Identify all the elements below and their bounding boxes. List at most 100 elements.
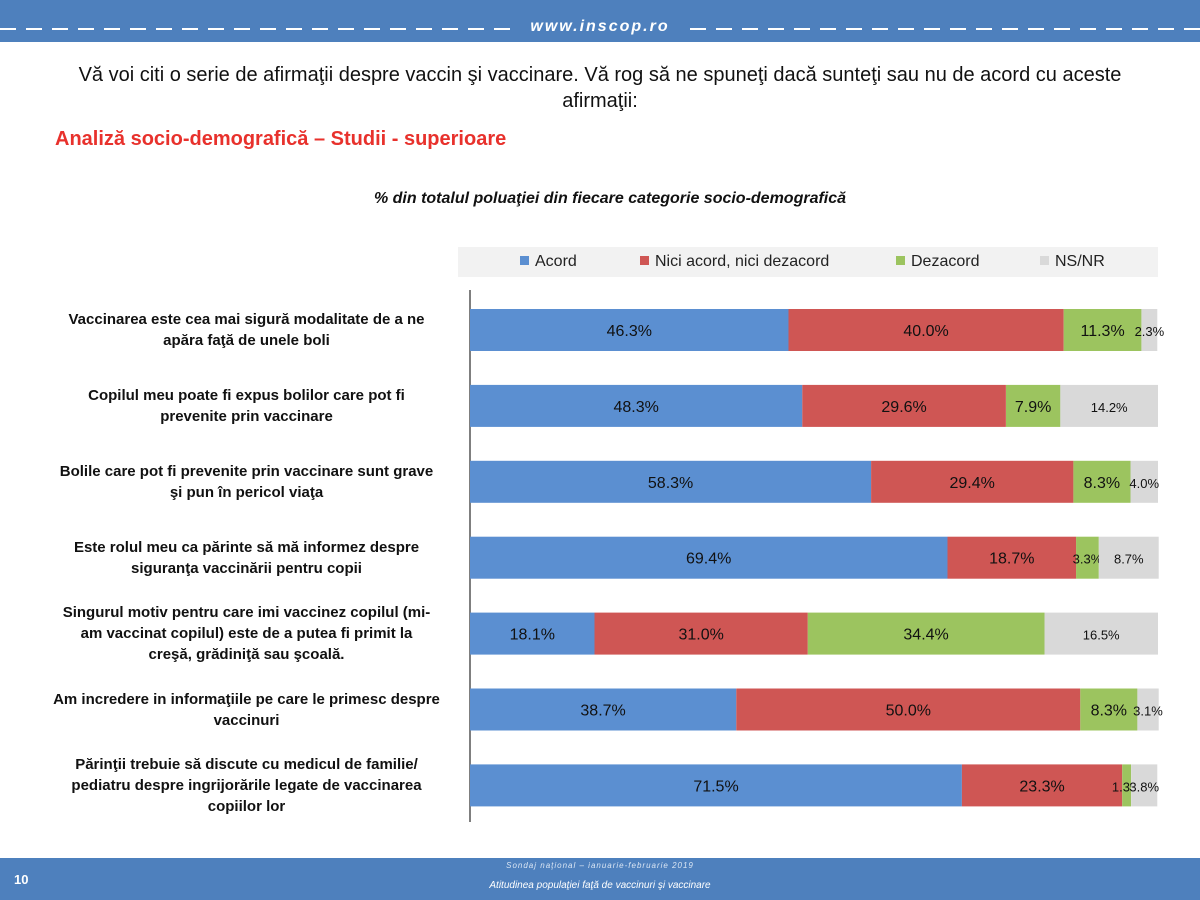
category-label-line: şi pun în pericol viaţa — [169, 483, 324, 501]
legend-swatch — [896, 256, 905, 265]
category-label: Bolile care pot fi prevenite prin vaccin… — [40, 461, 453, 503]
category-label-line: Bolile care pot fi prevenite prin vaccin… — [59, 462, 434, 480]
category-label-line: copiilor lor — [207, 797, 286, 815]
legend-label: Dezacord — [911, 253, 980, 270]
page-number: 10 — [14, 872, 29, 887]
bar-segment — [470, 688, 737, 731]
data-label: 48.3% — [614, 399, 659, 416]
bar-segment — [736, 688, 1081, 731]
legend-item-acord: Acord — [520, 253, 577, 271]
bar-segment — [1098, 536, 1159, 579]
data-label: 34.4% — [903, 627, 948, 644]
category-label-line: Copilul meu poate fi expus bolilor care … — [88, 386, 405, 404]
bar-segment — [1131, 764, 1158, 807]
bar-segment — [1141, 309, 1158, 351]
bar-segment — [470, 612, 595, 655]
category-label-line: pediatru despre ingrijorările legate de … — [71, 776, 422, 794]
bar-segment — [470, 460, 872, 503]
legend-label: NS/NR — [1055, 253, 1105, 270]
bar-segment — [470, 764, 962, 807]
bar-segment — [961, 764, 1123, 807]
footer-topic: Atitudinea populaţiei faţă de vaccinuri … — [489, 880, 711, 891]
chart-legend: Acord Nici acord, nici dezacord Dezacord… — [458, 247, 1158, 277]
data-label: 58.3% — [648, 475, 693, 492]
legend-label: Nici acord, nici dezacord — [655, 253, 830, 270]
data-label: 38.7% — [580, 703, 625, 720]
header-url: www.inscop.ro — [530, 18, 670, 35]
legend-swatch — [1040, 256, 1049, 265]
data-label: 11.3% — [1081, 323, 1125, 340]
data-label: 4.0% — [1129, 476, 1159, 491]
category-label-line: apăra faţă de unele boli — [163, 332, 330, 349]
category-label-line: Am incredere in informaţiile pe care le … — [53, 690, 440, 708]
footer-survey: Sondaj naţional – ianuarie-februarie 201… — [506, 861, 694, 870]
bar-segment — [1080, 688, 1138, 731]
footer-bar: 10 Sondaj naţional – ianuarie-februarie … — [0, 858, 1200, 900]
data-label: 29.4% — [950, 475, 995, 492]
bar-segment — [1006, 384, 1061, 427]
question-text: Vă voi citi o serie de afirmaţii despre … — [78, 64, 1122, 112]
category-label-line: prevenite prin vaccinare — [160, 407, 333, 425]
bar-segment — [1073, 460, 1131, 503]
bar-segment — [807, 612, 1045, 655]
category-label: Copilul meu poate fi expus bolilor care … — [40, 385, 453, 427]
category-label-line: siguranţa vaccinării pentru copii — [131, 559, 362, 577]
bar-segment — [594, 612, 808, 655]
category-label-line: vaccinuri — [213, 711, 280, 729]
bar-segment — [1130, 460, 1158, 503]
legend-swatch — [520, 256, 529, 265]
header-dash-left — [0, 28, 510, 30]
category-label-line: creşă, grădiniţă sau şcoală. — [148, 646, 345, 664]
category-label-line: am vaccinat copilul) este de a putea fi … — [80, 625, 413, 643]
chart-title: % din totalul poluaţiei din fiecare cate… — [373, 190, 847, 207]
category-label: Părinţii trebuie să discute cu medicul d… — [40, 754, 453, 817]
data-label: 23.3% — [1019, 778, 1064, 795]
bar-segment — [1122, 764, 1132, 807]
category-label: Este rolul meu ca părinte să mă informez… — [40, 537, 453, 579]
bar-segment — [802, 384, 1006, 427]
bar-segment — [1076, 536, 1099, 579]
data-label: 29.6% — [881, 399, 926, 416]
header-dash-right — [690, 28, 1200, 30]
data-label: 7.9% — [1015, 399, 1051, 416]
bar-segment — [470, 536, 948, 579]
legend-label: Acord — [535, 253, 577, 270]
data-label: 8.3% — [1084, 475, 1120, 492]
category-label-line: Vaccinarea este cea mai sigură modalitat… — [68, 311, 425, 328]
bar-segment — [470, 309, 789, 351]
category-label: Am incredere in informaţiile pe care le … — [40, 689, 453, 731]
category-label: Vaccinarea este cea mai sigură modalitat… — [40, 309, 453, 351]
legend-swatch — [640, 256, 649, 265]
data-label: 71.5% — [693, 778, 738, 795]
data-label: 40.0% — [903, 323, 948, 340]
header-bar: www.inscop.ro — [0, 0, 1200, 42]
data-label: 50.0% — [886, 703, 931, 720]
bar-segment — [1063, 309, 1142, 351]
bar-segment — [788, 309, 1064, 351]
data-label: 3.3% — [1073, 552, 1103, 567]
legend-item-neutral: Nici acord, nici dezacord — [640, 253, 829, 271]
data-label: 18.7% — [989, 551, 1034, 568]
bar-segment — [947, 536, 1077, 579]
category-label-line: Singurul motiv pentru care imi vaccinez … — [62, 604, 431, 622]
category-label-line: Părinţii trebuie să discute cu medicul d… — [75, 755, 418, 773]
data-label: 31.0% — [679, 627, 724, 644]
data-label: 2.3% — [1135, 324, 1165, 339]
data-label: 46.3% — [607, 323, 652, 340]
data-label: 3.1% — [1133, 704, 1163, 719]
category-label: Singurul motiv pentru care imi vaccinez … — [40, 602, 453, 665]
bar-segment — [1060, 384, 1158, 427]
analysis-subtitle: Analiză socio-demografică – Studii - sup… — [55, 128, 507, 150]
bar-segment — [1137, 688, 1159, 731]
bar-segment — [470, 384, 803, 427]
data-label: 3.8% — [1129, 779, 1159, 794]
data-label: 16.5% — [1083, 628, 1120, 643]
data-label: 14.2% — [1091, 400, 1128, 415]
category-label-line: Este rolul meu ca părinte să mă informez… — [73, 538, 420, 556]
bar-segment — [1044, 612, 1158, 655]
data-label: 18.1% — [510, 627, 555, 644]
data-label: 69.4% — [686, 551, 731, 568]
legend-item-nsnr: NS/NR — [1040, 253, 1105, 271]
data-label: 8.7% — [1114, 552, 1144, 567]
